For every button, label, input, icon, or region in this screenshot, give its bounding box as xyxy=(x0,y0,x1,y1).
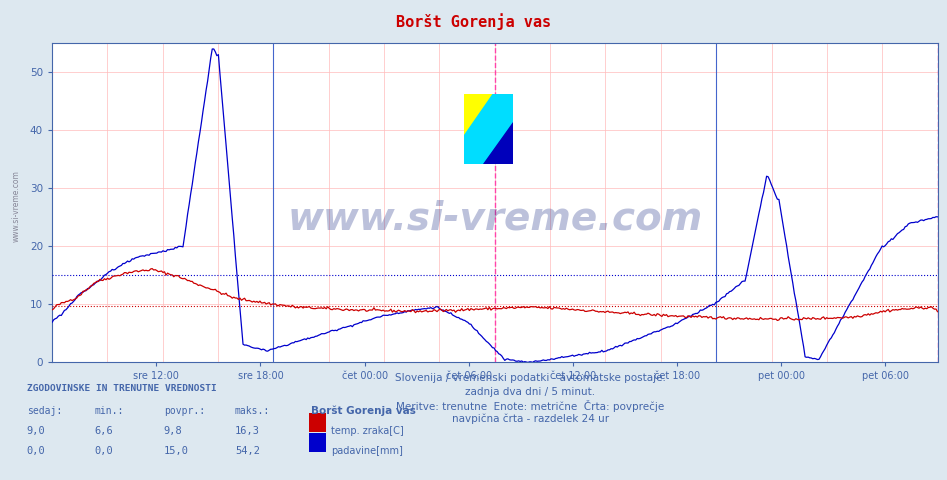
Text: www.si-vreme.com: www.si-vreme.com xyxy=(287,200,703,238)
Text: maks.:: maks.: xyxy=(235,406,270,416)
Text: min.:: min.: xyxy=(95,406,124,416)
Text: 9,0: 9,0 xyxy=(27,426,45,436)
Text: temp. zraka[C]: temp. zraka[C] xyxy=(331,426,404,436)
Text: 0,0: 0,0 xyxy=(95,446,114,456)
Text: ZGODOVINSKE IN TRENUTNE VREDNOSTI: ZGODOVINSKE IN TRENUTNE VREDNOSTI xyxy=(27,384,216,393)
Text: zadnja dva dni / 5 minut.: zadnja dva dni / 5 minut. xyxy=(465,387,596,397)
Text: povpr.:: povpr.: xyxy=(164,406,205,416)
Text: sedaj:: sedaj: xyxy=(27,406,62,416)
Text: Slovenija / vremenski podatki - avtomatske postaje.: Slovenija / vremenski podatki - avtomats… xyxy=(395,373,666,384)
Text: 54,2: 54,2 xyxy=(235,446,259,456)
Text: Boršt Gorenja vas: Boršt Gorenja vas xyxy=(396,13,551,30)
Text: padavine[mm]: padavine[mm] xyxy=(331,446,403,456)
Text: 16,3: 16,3 xyxy=(235,426,259,436)
Text: www.si-vreme.com: www.si-vreme.com xyxy=(11,170,21,242)
Text: 15,0: 15,0 xyxy=(164,446,188,456)
Text: 0,0: 0,0 xyxy=(27,446,45,456)
Text: Meritve: trenutne  Enote: metrične  Črta: povprečje: Meritve: trenutne Enote: metrične Črta: … xyxy=(396,400,665,412)
Polygon shape xyxy=(464,94,512,165)
Text: 6,6: 6,6 xyxy=(95,426,114,436)
Text: 9,8: 9,8 xyxy=(164,426,183,436)
Text: navpična črta - razdelek 24 ur: navpična črta - razdelek 24 ur xyxy=(452,414,609,424)
Polygon shape xyxy=(483,122,512,165)
Text: Boršt Gorenja vas: Boršt Gorenja vas xyxy=(311,406,416,416)
